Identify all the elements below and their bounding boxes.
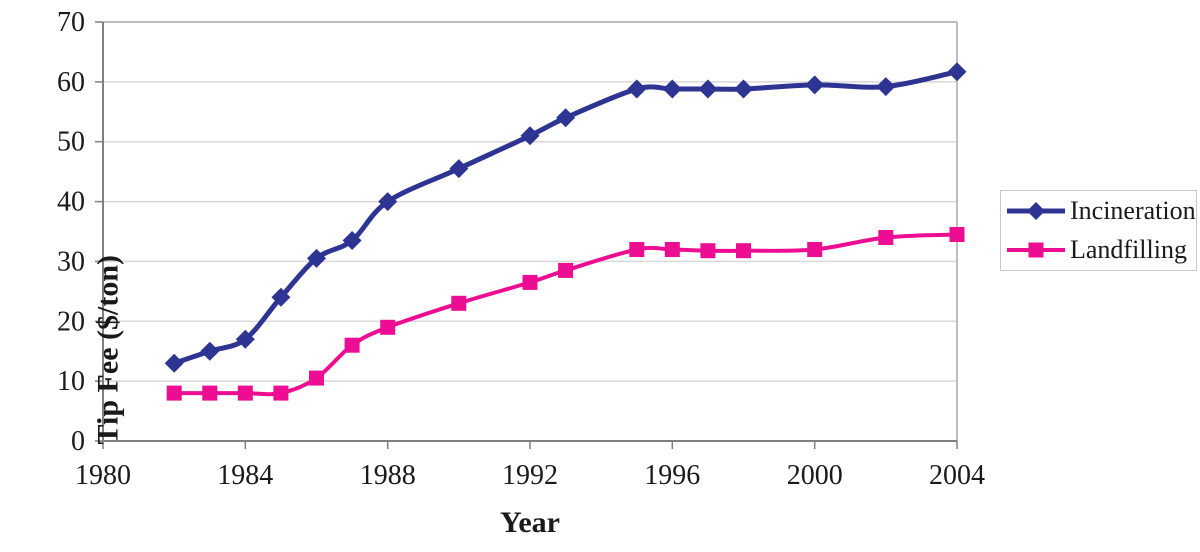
square-marker <box>700 243 716 259</box>
x-tick-label: 2000 <box>787 460 843 491</box>
y-tick-labels: 0 10 20 30 40 50 60 70 <box>57 7 85 457</box>
legend: Incineration Landfilling <box>1000 190 1197 271</box>
square-marker <box>949 227 965 242</box>
legend-entry-incineration: Incineration <box>1007 191 1196 231</box>
y-tick-label: 30 <box>57 246 85 277</box>
diamond-marker <box>662 79 682 99</box>
y-axis-title: Tip Fee ($/ton) <box>91 255 125 445</box>
y-tick-label: 70 <box>57 7 85 38</box>
x-tick-label: 1996 <box>644 460 700 491</box>
square-marker <box>309 370 324 386</box>
y-tick-label: 0 <box>71 426 85 457</box>
square-marker <box>664 242 680 257</box>
square-marker <box>273 385 289 401</box>
y-tick-label: 40 <box>57 187 85 218</box>
x-axis-title: Year <box>500 506 560 539</box>
y-tick-label: 50 <box>57 127 85 158</box>
square-marker <box>451 295 467 311</box>
square-marker <box>237 385 253 401</box>
x-tick-label: 1984 <box>217 460 273 491</box>
diamond-marker <box>627 79 647 99</box>
diamond-marker <box>876 77 896 97</box>
diamond-marker <box>235 329 255 349</box>
incineration-diamond-line-icon <box>1007 201 1065 220</box>
x-tick-label: 1992 <box>502 460 558 491</box>
landfilling-series <box>166 227 965 401</box>
legend-entry-landfilling: Landfilling <box>1007 231 1196 271</box>
incineration-series <box>164 62 967 373</box>
y-tick-label: 60 <box>57 67 85 98</box>
square-marker <box>522 274 538 290</box>
landfilling-square-line-icon <box>1007 242 1065 258</box>
square-marker <box>558 262 574 278</box>
diamond-marker <box>805 75 825 95</box>
y-tick-label: 10 <box>57 366 85 397</box>
y-tick-label: 20 <box>57 306 85 337</box>
square-marker <box>202 385 218 401</box>
diamond-marker <box>307 248 326 268</box>
square-marker <box>166 385 182 401</box>
x-tick-labels: 1980 1984 1988 1992 1996 2000 2004 <box>75 460 985 491</box>
square-marker <box>380 319 396 335</box>
x-tick-label: 2004 <box>929 460 985 491</box>
diamond-marker <box>271 287 291 307</box>
square-marker <box>344 337 360 353</box>
diamond-marker <box>378 192 398 212</box>
diamond-marker <box>698 79 718 99</box>
tick-marks <box>95 21 958 449</box>
diamond-marker <box>164 353 184 373</box>
square-marker <box>629 242 645 257</box>
diamond-marker <box>520 126 540 146</box>
diamond-marker <box>449 159 469 179</box>
legend-label-incineration: Incineration <box>1070 195 1196 225</box>
diamond-marker <box>734 79 753 99</box>
diamond-marker <box>556 108 576 128</box>
square-marker <box>807 242 823 257</box>
square-marker <box>878 230 894 245</box>
diamond-marker <box>947 62 967 82</box>
x-tick-label: 1988 <box>360 460 416 491</box>
legend-label-landfilling: Landfilling <box>1070 235 1187 265</box>
diamond-marker <box>200 341 220 361</box>
square-marker <box>736 243 751 259</box>
diamond-marker <box>342 231 362 250</box>
x-tick-label: 1980 <box>75 460 131 491</box>
